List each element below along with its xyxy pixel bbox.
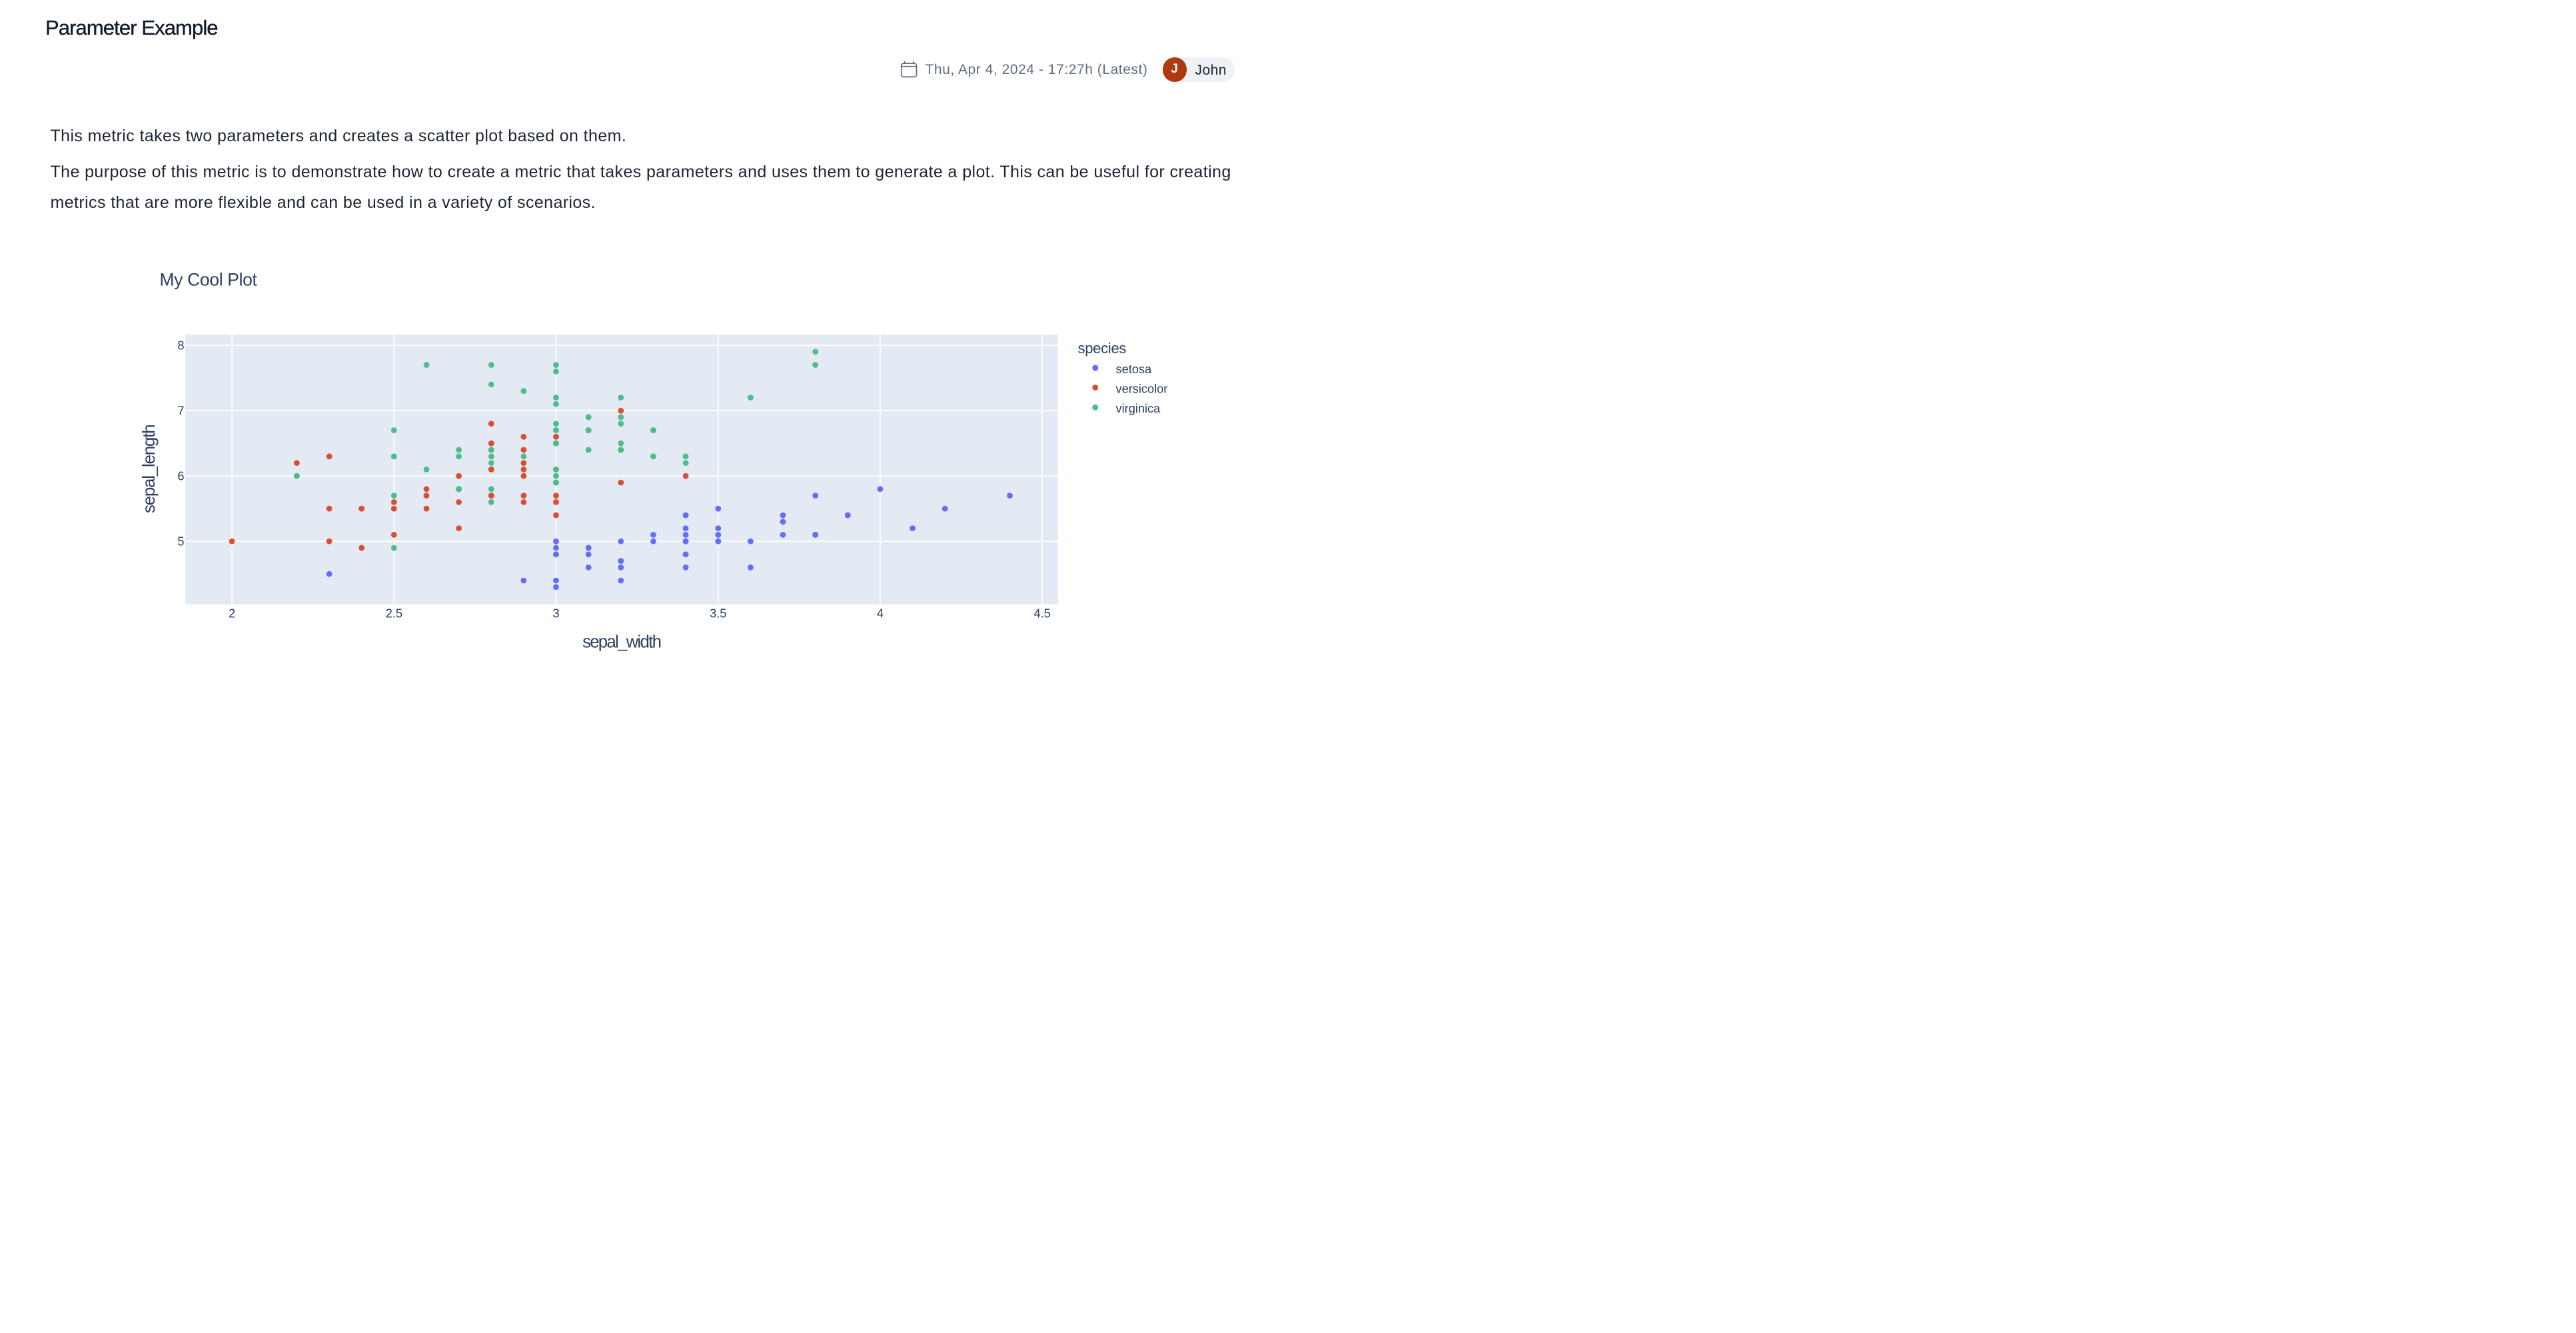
svg-text:2: 2	[229, 607, 235, 620]
svg-text:5: 5	[177, 535, 184, 549]
svg-text:4.5: 4.5	[1034, 607, 1051, 620]
svg-text:3.5: 3.5	[710, 607, 726, 620]
svg-text:4: 4	[877, 607, 884, 620]
svg-text:7: 7	[177, 405, 184, 418]
svg-text:2.5: 2.5	[386, 607, 402, 620]
svg-text:8: 8	[177, 339, 184, 353]
svg-text:My Cool Plot: My Cool Plot	[160, 269, 258, 289]
svg-text:species: species	[1078, 340, 1127, 357]
svg-text:sepal_length: sepal_length	[139, 425, 159, 513]
svg-text:6: 6	[177, 470, 184, 483]
svg-text:versicolor: versicolor	[1116, 383, 1168, 396]
svg-text:setosa: setosa	[1116, 363, 1152, 376]
svg-text:3: 3	[552, 607, 559, 620]
svg-text:virginica: virginica	[1116, 402, 1161, 415]
svg-text:sepal_width: sepal_width	[582, 633, 660, 652]
